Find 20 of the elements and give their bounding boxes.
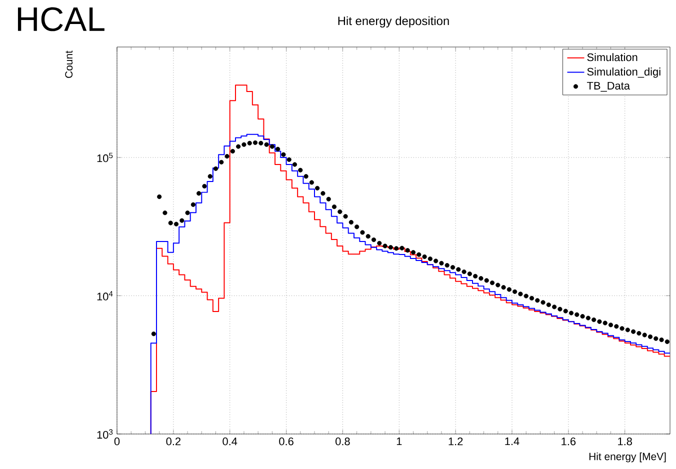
x-tick-label: 0.2 (166, 438, 180, 446)
legend-label: TB_Data (586, 82, 630, 92)
text: HCAL (18, 7, 104, 32)
y-tick-label: 10$^{5}$ (97, 152, 113, 162)
y-tick-label: 10$^{4}$ (97, 291, 113, 300)
x-tick-label: 0.4 (222, 438, 238, 446)
legend-label: Simulation_digi (587, 68, 660, 78)
x-tick-label: 1.4 (505, 438, 520, 446)
x-tick-label: 1.8 (618, 438, 632, 446)
x-tick-label: 1.6 (562, 438, 576, 446)
x-tick-label: 0.8 (336, 438, 350, 446)
y-tick-label: 10$^{3}$ (97, 429, 113, 439)
x-tick-label: 1 (396, 438, 402, 446)
chart-title: Hit energy deposition (338, 16, 449, 28)
x-tick-label: 1.2 (448, 438, 463, 446)
y-axis-title: Count (65, 50, 73, 78)
x-tick-label: 0 (114, 438, 120, 446)
x-axis-title: Hit energy [MeV] (589, 452, 666, 462)
x-tick-label: 0.6 (279, 438, 294, 446)
legend-label: Simulation (587, 53, 638, 62)
